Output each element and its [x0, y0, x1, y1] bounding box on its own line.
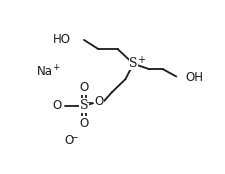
Text: −: − [70, 132, 77, 141]
Text: O: O [64, 134, 73, 147]
Text: +: + [136, 55, 144, 65]
Text: −: − [85, 97, 92, 106]
Text: O: O [52, 99, 61, 112]
Text: S: S [128, 57, 137, 70]
Text: OH: OH [185, 71, 203, 84]
Text: O: O [79, 81, 88, 94]
Text: +: + [52, 63, 59, 72]
Text: O: O [79, 117, 88, 130]
Text: HO: HO [53, 33, 71, 46]
Text: O: O [94, 95, 103, 108]
Text: Na: Na [37, 65, 53, 78]
Text: S: S [79, 99, 88, 112]
